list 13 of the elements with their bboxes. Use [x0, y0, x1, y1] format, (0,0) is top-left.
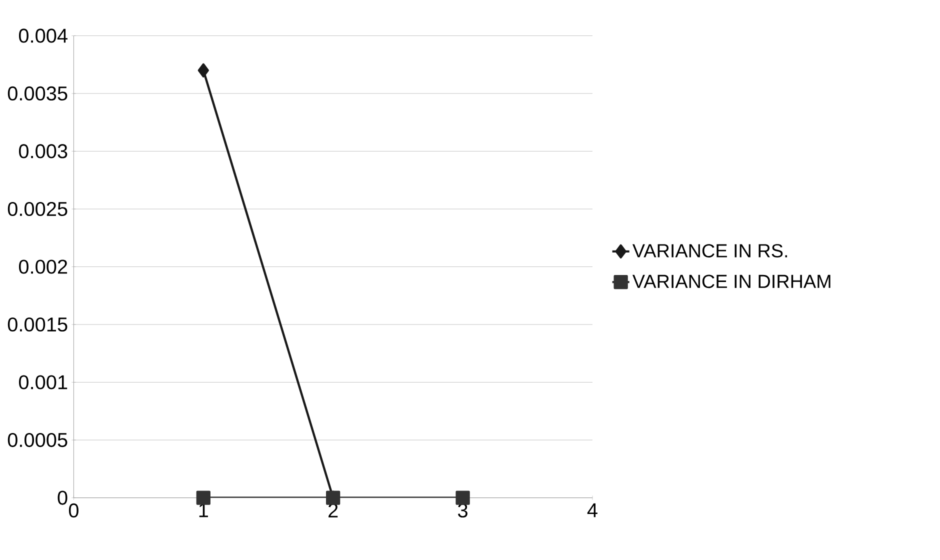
y-tick-label: 0.002: [18, 260, 68, 274]
y-tick-label: 0.0005: [8, 432, 68, 448]
legend-label: VARIANCE IN RS.: [632, 244, 788, 258]
y-tick-label: 0.0025: [8, 202, 68, 216]
x-tick-label: 0: [68, 503, 78, 518]
y-tick-label: 0.004: [18, 28, 68, 43]
y-tick-label: 0.0035: [8, 86, 68, 100]
x-tick-label: 4: [587, 503, 598, 518]
y-tick-label: 0.0015: [8, 317, 68, 332]
y-tick-label: 0: [58, 490, 68, 505]
legend-label: VARIANCE IN DIRHAM: [632, 274, 830, 288]
y-tick-label: 0.001: [18, 375, 68, 390]
y-tick-label: 0.003: [18, 144, 68, 158]
